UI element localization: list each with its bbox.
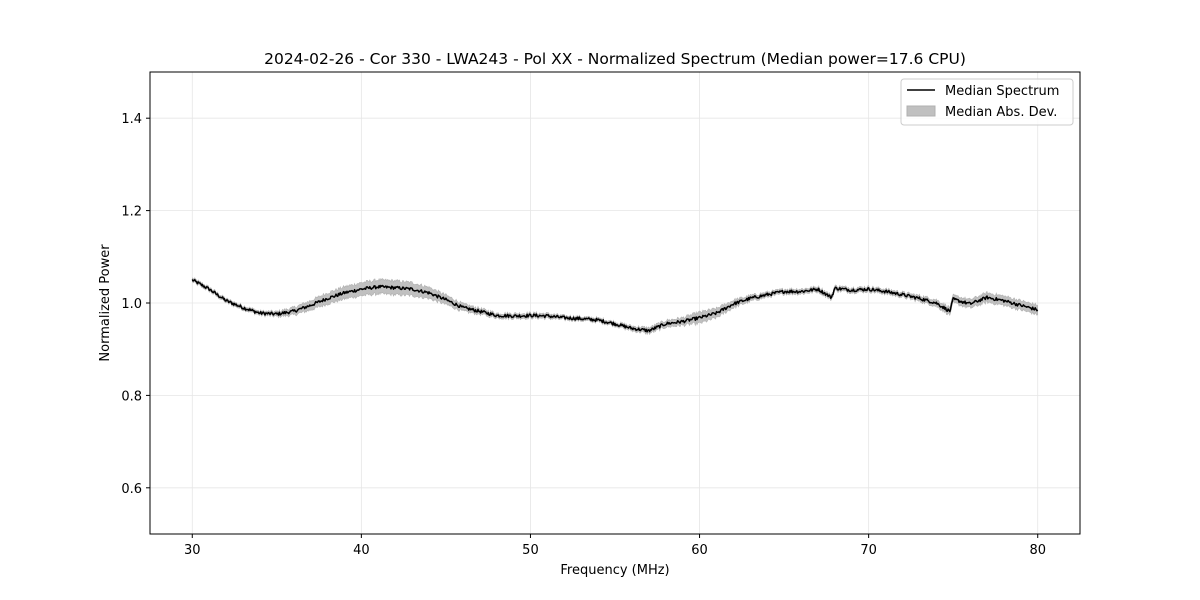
legend-box	[900, 78, 1074, 126]
median-abs-dev-band	[192, 277, 1038, 336]
x-tick-label: 50	[522, 543, 539, 558]
y-axis-ticks: 0.6 0.8 1.0 1.2 1.4	[121, 112, 150, 497]
x-tick-label: 60	[691, 543, 708, 558]
y-tick-label: 1.4	[121, 112, 142, 127]
chart-title: 2024-02-26 - Cor 330 - LWA243 - Pol XX -…	[264, 50, 966, 68]
x-tick-label: 70	[860, 543, 877, 558]
x-tick-label: 80	[1029, 543, 1046, 558]
y-tick-label: 1.2	[121, 205, 142, 220]
legend: Median Spectrum Median Abs. Dev.	[900, 78, 1074, 126]
x-tick-label: 40	[353, 543, 370, 558]
median-spectrum-line	[191, 278, 1039, 333]
x-axis-label: Frequency (MHz)	[560, 563, 669, 578]
legend-mad-swatch	[906, 105, 936, 117]
x-tick-label: 30	[184, 543, 201, 558]
legend-median-label: Median Spectrum	[945, 84, 1059, 99]
y-tick-label: 1.0	[121, 297, 142, 312]
y-tick-label: 0.6	[121, 482, 142, 497]
legend-mad-label: Median Abs. Dev.	[945, 105, 1057, 120]
grid-lines	[150, 72, 1080, 534]
x-axis-ticks: 30 40 50 60 70 80	[184, 534, 1046, 558]
y-tick-label: 0.8	[121, 389, 142, 404]
y-axis-label: Normalized Power	[98, 244, 113, 362]
